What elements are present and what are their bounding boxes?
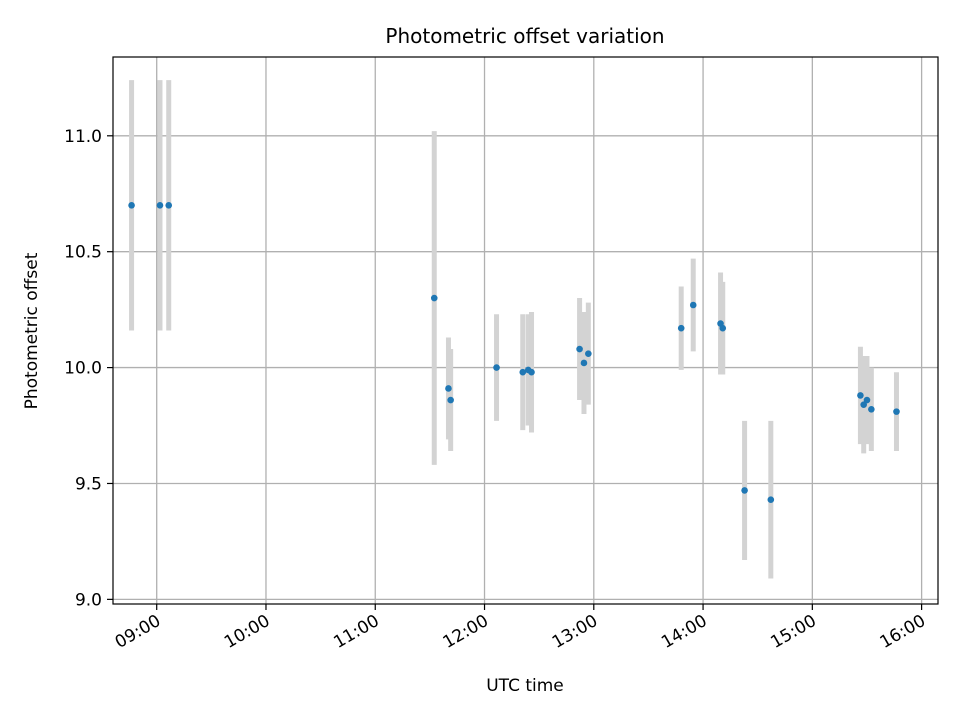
x-axis-label: UTC time [486, 676, 564, 696]
y-tick-label: 10.5 [64, 243, 102, 263]
y-tick-label: 9.0 [75, 590, 102, 610]
y-tick-label: 10.0 [64, 359, 102, 379]
data-point [580, 359, 588, 367]
data-point [868, 406, 875, 413]
y-tick-label: 9.5 [75, 474, 102, 494]
data-point [528, 368, 535, 376]
data-points [128, 202, 900, 503]
data-point [741, 487, 748, 494]
data-point [863, 396, 871, 404]
data-point [767, 496, 775, 503]
data-point [857, 392, 864, 399]
data-point [860, 401, 867, 408]
data-point [689, 301, 697, 309]
data-point [893, 408, 900, 415]
data-point [165, 202, 173, 209]
data-point [677, 324, 685, 332]
data-point [430, 294, 438, 302]
data-point [576, 345, 583, 353]
chart-title: Photometric offset variation [385, 24, 664, 48]
y-axis-label: Photometric offset [22, 252, 42, 409]
data-point [128, 202, 135, 209]
data-point [156, 202, 164, 209]
plot-frame [112, 56, 939, 605]
y-tick-label: 11.0 [64, 127, 102, 147]
grid [113, 57, 938, 604]
data-point [493, 364, 500, 371]
data-point [519, 368, 527, 376]
data-point [447, 396, 454, 404]
data-point [585, 350, 592, 357]
data-point [445, 385, 452, 392]
data-point [719, 324, 727, 332]
